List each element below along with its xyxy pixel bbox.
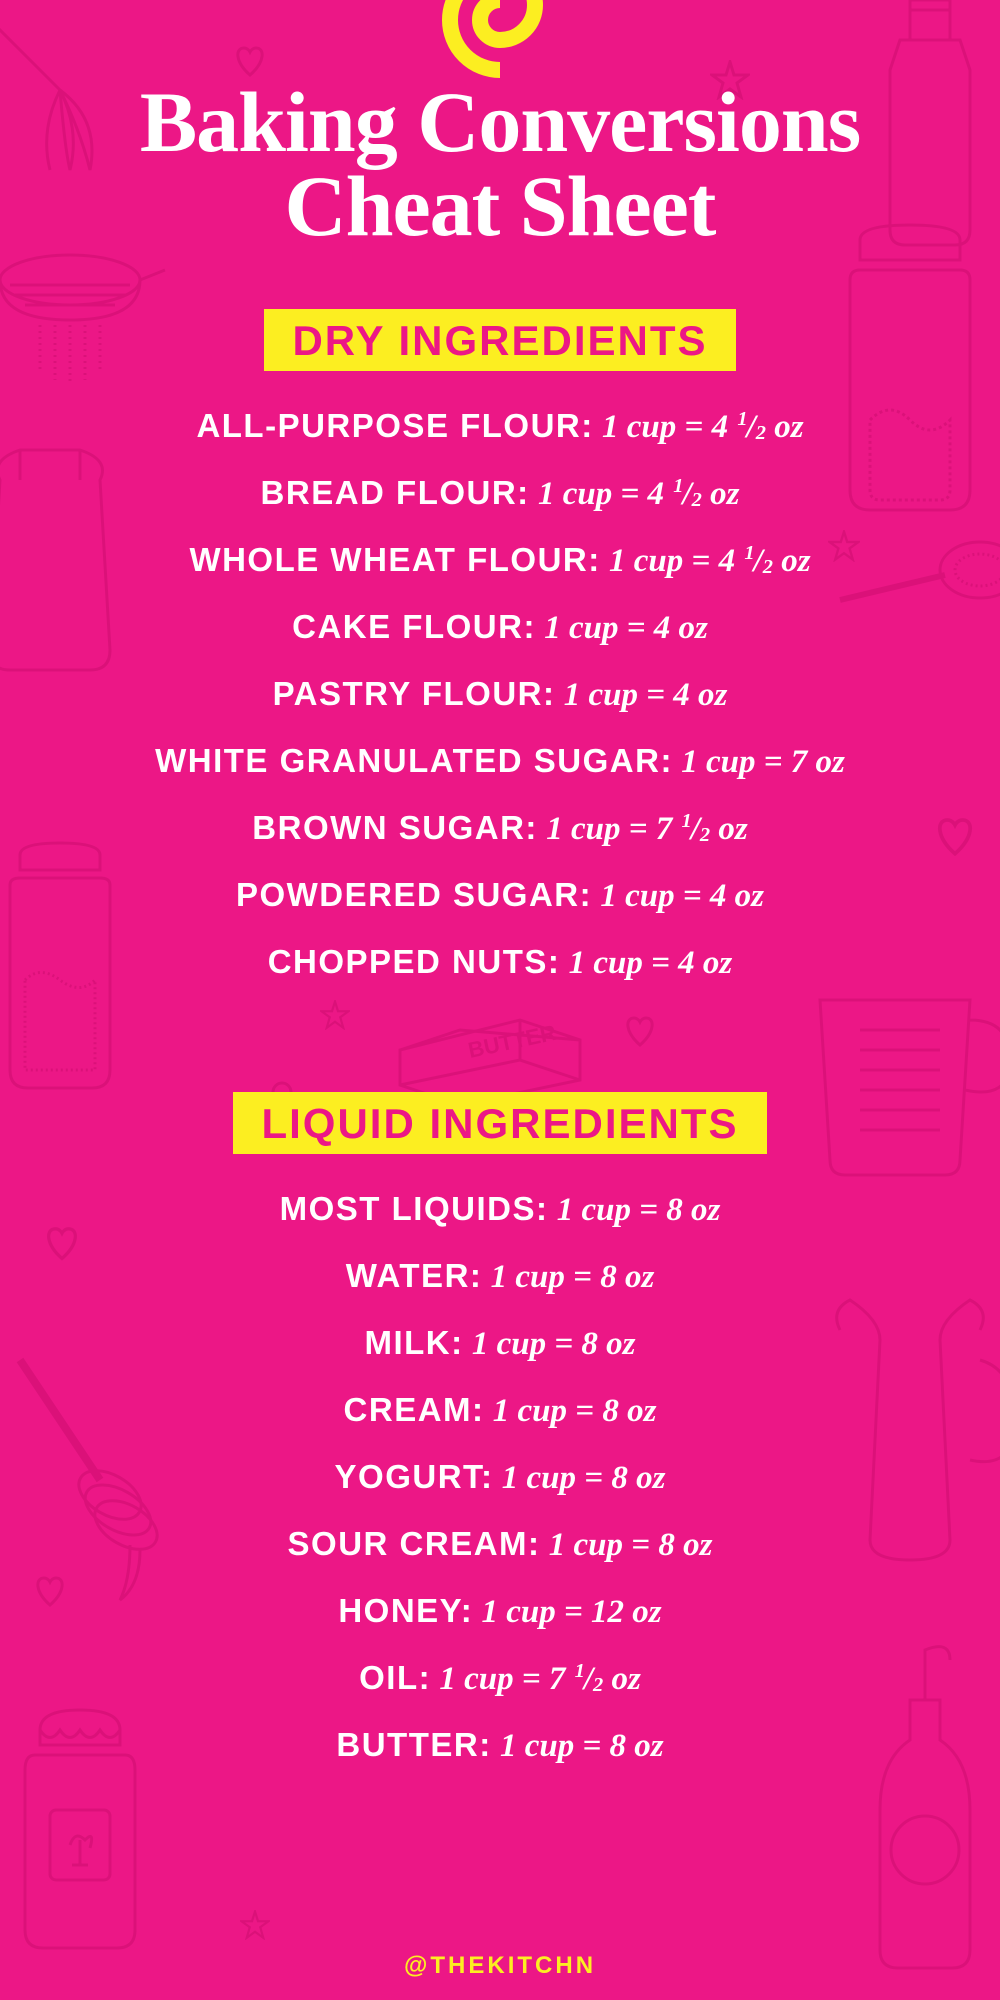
section-dry: DRY INGREDIENTS ALL-PURPOSE FLOUR: 1 cup… (155, 309, 845, 982)
ingredient-value: 1 cup = 8 oz (493, 1393, 657, 1429)
ingredient-label: BUTTER: (336, 1726, 491, 1763)
conversion-row: BROWN SUGAR: 1 cup = 7 1/2 oz (252, 809, 747, 848)
ingredient-value: 1 cup = 4 1/2 oz (609, 543, 811, 579)
ingredient-label: BROWN SUGAR: (252, 809, 538, 846)
ingredient-label: OIL: (359, 1659, 431, 1696)
conversion-row: MOST LIQUIDS: 1 cup = 8 oz (280, 1190, 721, 1229)
dry-items: ALL-PURPOSE FLOUR: 1 cup = 4 1/2 ozBREAD… (155, 407, 845, 982)
ingredient-label: WHOLE WHEAT FLOUR: (189, 541, 600, 578)
title-line-2: Cheat Sheet (285, 158, 716, 254)
ingredient-value: 1 cup = 8 oz (502, 1460, 666, 1496)
conversion-row: CAKE FLOUR: 1 cup = 4 oz (292, 608, 708, 647)
conversion-row: MILK: 1 cup = 8 oz (364, 1324, 635, 1363)
ingredient-label: ALL-PURPOSE FLOUR: (196, 407, 593, 444)
ingredient-value: 1 cup = 8 oz (491, 1259, 655, 1295)
conversion-row: SOUR CREAM: 1 cup = 8 oz (288, 1525, 713, 1564)
ingredient-label: PASTRY FLOUR: (273, 675, 556, 712)
ingredient-value: 1 cup = 12 oz (481, 1594, 661, 1630)
handle-text: @THEKITCHN (404, 1952, 596, 1980)
conversion-row: WATER: 1 cup = 8 oz (346, 1257, 655, 1296)
ingredient-value: 1 cup = 4 oz (600, 878, 764, 914)
ingredient-value: 1 cup = 7 oz (681, 744, 845, 780)
conversion-row: PASTRY FLOUR: 1 cup = 4 oz (273, 675, 728, 714)
conversion-row: HONEY: 1 cup = 12 oz (338, 1592, 661, 1631)
ingredient-label: MOST LIQUIDS: (280, 1190, 549, 1227)
ingredient-value: 1 cup = 4 1/2 oz (538, 476, 740, 512)
ingredient-value: 1 cup = 4 oz (569, 945, 733, 981)
section-label-dry: DRY INGREDIENTS (264, 309, 735, 371)
ingredient-value: 1 cup = 8 oz (500, 1728, 664, 1764)
title-line-1: Baking Conversions (140, 74, 860, 170)
ingredient-label: BREAD FLOUR: (261, 474, 530, 511)
ingredient-label: POWDERED SUGAR: (236, 876, 592, 913)
ingredient-label: HONEY: (338, 1592, 473, 1629)
conversion-row: WHITE GRANULATED SUGAR: 1 cup = 7 oz (155, 742, 845, 781)
ingredient-value: 1 cup = 8 oz (557, 1192, 721, 1228)
ingredient-value: 1 cup = 7 1/2 oz (546, 811, 748, 847)
ingredient-value: 1 cup = 4 1/2 oz (602, 409, 804, 445)
conversion-row: YOGURT: 1 cup = 8 oz (335, 1458, 666, 1497)
ingredient-value: 1 cup = 4 oz (564, 677, 728, 713)
ingredient-value: 1 cup = 8 oz (549, 1527, 713, 1563)
conversion-row: ALL-PURPOSE FLOUR: 1 cup = 4 1/2 oz (196, 407, 803, 446)
liquid-items: MOST LIQUIDS: 1 cup = 8 ozWATER: 1 cup =… (280, 1190, 721, 1765)
section-label-liquid: LIQUID INGREDIENTS (233, 1092, 766, 1154)
ingredient-label: CAKE FLOUR: (292, 608, 536, 645)
ingredient-label: WHITE GRANULATED SUGAR: (155, 742, 673, 779)
conversion-row: BREAD FLOUR: 1 cup = 4 1/2 oz (261, 474, 740, 513)
ingredient-value: 1 cup = 7 1/2 oz (439, 1661, 641, 1697)
ingredient-label: YOGURT: (335, 1458, 494, 1495)
ingredient-value: 1 cup = 8 oz (472, 1326, 636, 1362)
conversion-row: POWDERED SUGAR: 1 cup = 4 oz (236, 876, 764, 915)
ingredient-label: MILK: (364, 1324, 463, 1361)
ingredient-label: WATER: (346, 1257, 483, 1294)
ingredient-label: CHOPPED NUTS: (268, 943, 561, 980)
conversion-row: BUTTER: 1 cup = 8 oz (336, 1726, 663, 1765)
conversion-row: WHOLE WHEAT FLOUR: 1 cup = 4 1/2 oz (189, 541, 810, 580)
ingredient-label: SOUR CREAM: (288, 1525, 541, 1562)
page-title: Baking Conversions Cheat Sheet (140, 80, 860, 249)
conversion-row: CHOPPED NUTS: 1 cup = 4 oz (268, 943, 733, 982)
conversion-row: CREAM: 1 cup = 8 oz (344, 1391, 657, 1430)
ingredient-value: 1 cup = 4 oz (544, 610, 708, 646)
conversion-row: OIL: 1 cup = 7 1/2 oz (359, 1659, 641, 1698)
ingredient-label: CREAM: (344, 1391, 485, 1428)
section-liquid: LIQUID INGREDIENTS MOST LIQUIDS: 1 cup =… (233, 1092, 766, 1765)
